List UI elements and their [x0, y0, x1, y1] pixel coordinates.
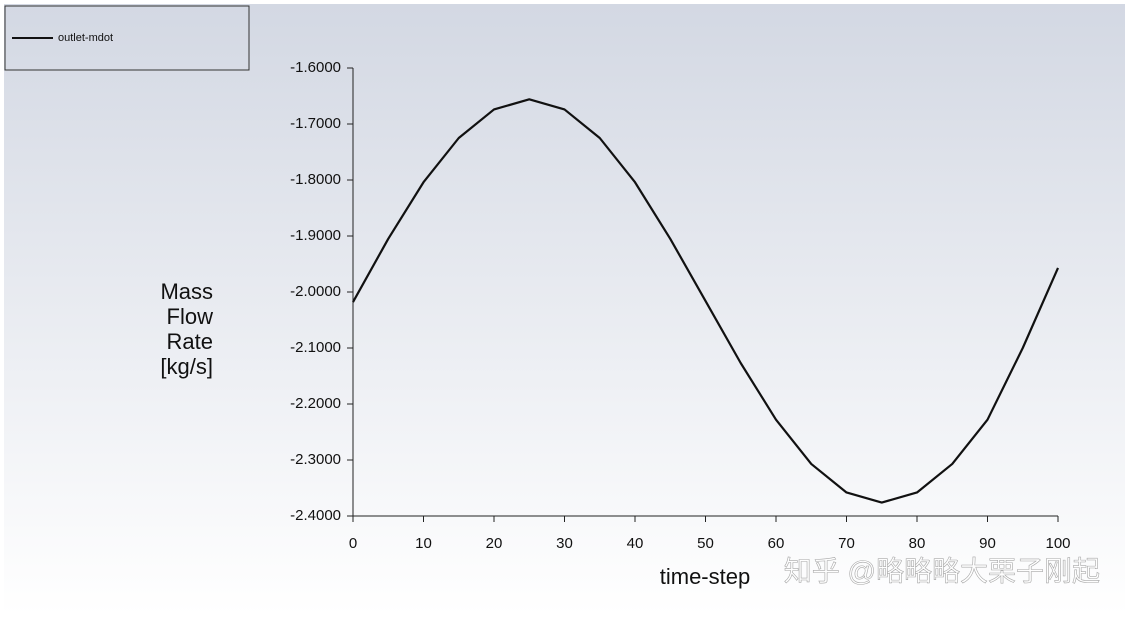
y-tick-label: -2.1000 — [290, 339, 341, 356]
y-axis-label: Rate — [167, 329, 213, 354]
watermark: 知乎 @略略略大栗子刚起 — [784, 555, 1100, 586]
y-axis-label: Flow — [167, 304, 214, 329]
y-tick-label: -1.8000 — [290, 171, 341, 188]
x-tick-label: 20 — [486, 535, 503, 552]
y-axis-label: [kg/s] — [160, 354, 213, 379]
y-tick-label: -1.6000 — [290, 59, 341, 76]
y-tick-label: -2.3000 — [290, 451, 341, 468]
x-tick-label: 50 — [697, 535, 714, 552]
x-tick-label: 90 — [979, 535, 996, 552]
y-tick-label: -2.0000 — [290, 283, 341, 300]
legend-box — [4, 5, 250, 71]
x-tick-label: 0 — [349, 535, 357, 552]
y-tick-label: -2.4000 — [290, 507, 341, 524]
x-axis-label: time-step — [660, 564, 750, 589]
x-tick-label: 40 — [627, 535, 644, 552]
x-tick-label: 60 — [768, 535, 785, 552]
x-tick-label: 10 — [415, 535, 432, 552]
legend-label: outlet-mdot — [58, 32, 113, 44]
y-tick-label: -1.7000 — [290, 115, 341, 132]
y-axis-label: Mass — [160, 279, 213, 304]
x-tick-label: 80 — [909, 535, 926, 552]
series-line — [352, 98, 1060, 504]
x-tick-label: 30 — [556, 535, 573, 552]
x-tick-label: 70 — [838, 535, 855, 552]
y-tick-label: -1.9000 — [290, 227, 341, 244]
x-tick-label: 100 — [1045, 535, 1070, 552]
background — [4, 4, 1125, 615]
y-tick-label: -2.2000 — [290, 395, 341, 412]
